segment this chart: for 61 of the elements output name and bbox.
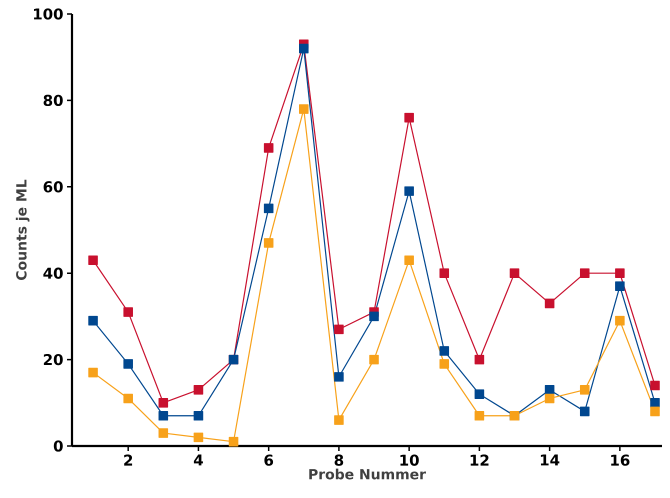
point: [264, 204, 274, 214]
point: [299, 104, 309, 114]
point: [334, 415, 344, 425]
point: [194, 385, 204, 395]
point: [158, 398, 168, 408]
point: [158, 428, 168, 438]
point: [580, 406, 590, 416]
point: [439, 359, 450, 369]
point: [194, 432, 204, 442]
point: [299, 44, 309, 54]
x-tick-label: 2: [124, 454, 132, 466]
point: [194, 410, 204, 421]
point: [404, 112, 414, 122]
x-axis-title: Probe Nummer: [309, 468, 426, 480]
point: [650, 398, 660, 408]
point: [404, 186, 414, 196]
x-tick-label: 16: [611, 454, 630, 466]
y-tick-label: 40: [43, 268, 63, 279]
point: [615, 281, 625, 291]
point: [88, 255, 98, 266]
y-tick-label: 20: [44, 354, 63, 366]
point: [615, 268, 625, 278]
point: [544, 394, 554, 404]
point: [88, 316, 98, 326]
point: [474, 354, 484, 364]
point: [158, 410, 168, 421]
x-tick-label: 6: [264, 454, 274, 466]
y-tick-label: 0: [54, 440, 63, 452]
point: [510, 268, 520, 278]
point: [123, 394, 133, 404]
point: [615, 316, 625, 326]
x-tick-label: 10: [400, 454, 419, 466]
point: [369, 312, 379, 322]
point: [650, 380, 660, 390]
x-tick-label: 12: [470, 454, 488, 466]
point: [334, 324, 344, 334]
point: [334, 372, 344, 382]
point: [474, 389, 484, 399]
point: [544, 385, 554, 395]
x-tick-label: 4: [194, 454, 203, 466]
point: [439, 346, 450, 356]
x-tick-label: 14: [540, 454, 560, 466]
point: [580, 268, 590, 278]
point: [123, 307, 133, 317]
point: [228, 436, 238, 446]
point: [369, 354, 379, 364]
point: [88, 368, 98, 378]
point: [404, 255, 414, 266]
point: [650, 406, 660, 416]
y-tick-label: 100: [34, 8, 63, 20]
point: [264, 238, 274, 248]
y-tick-label: 80: [44, 94, 63, 106]
x-tick-label: 8: [334, 454, 344, 466]
y-tick-label: 60: [44, 181, 63, 192]
point: [123, 359, 133, 369]
point: [439, 268, 450, 278]
point: [544, 298, 554, 308]
point: [264, 143, 274, 153]
point: [580, 385, 590, 395]
point: [474, 410, 484, 421]
y-axis-title: Counts je ML: [16, 180, 30, 280]
